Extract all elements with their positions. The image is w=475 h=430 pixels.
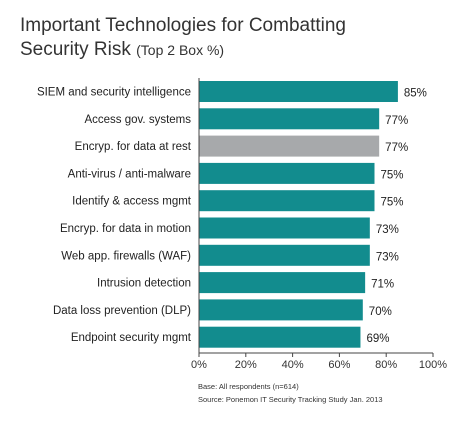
bar [199, 244, 370, 266]
bar [199, 299, 363, 321]
bar [199, 326, 361, 348]
bar [199, 162, 375, 184]
value-label: 85% [404, 88, 427, 100]
value-label: 75% [381, 197, 404, 209]
bar [199, 135, 380, 157]
x-tick-label: 40% [282, 359, 304, 371]
value-label: 73% [376, 251, 399, 263]
category-label: Identify & access mgmt [72, 196, 192, 208]
value-label: 73% [376, 224, 399, 236]
category-label: Encryp. for data at rest [75, 141, 192, 153]
x-tick-label: 80% [375, 359, 397, 371]
bar [199, 272, 366, 294]
bar [199, 108, 380, 130]
bar [199, 190, 375, 212]
chart-title-line2: Security Risk (Top 2 Box %) [20, 38, 346, 62]
footnote-base: Base: All respondents (n=614) [198, 382, 299, 391]
chart-title: Important Technologies for Combatting Se… [20, 14, 346, 62]
bar [199, 81, 398, 102]
value-label: 70% [369, 306, 392, 318]
bar [199, 217, 370, 239]
chart-title-line2-main: Security Risk [20, 39, 131, 60]
value-label: 77% [385, 115, 408, 127]
category-label: SIEM and security intelligence [37, 87, 191, 99]
value-label: 69% [366, 333, 389, 345]
category-label: Web app. firewalls (WAF) [61, 250, 191, 262]
category-label: Endpoint security mgmt [71, 332, 192, 344]
value-label: 75% [381, 169, 404, 181]
x-tick-label: 60% [328, 359, 350, 371]
category-label: Data loss prevention (DLP) [53, 305, 191, 317]
category-label: Access gov. systems [84, 114, 191, 126]
x-tick-label: 0% [191, 359, 207, 371]
category-label: Anti-virus / anti-malware [68, 168, 191, 180]
value-label: 71% [371, 279, 394, 291]
category-label: Intrusion detection [97, 278, 191, 290]
x-tick-label: 20% [235, 359, 257, 371]
category-label: Encryp. for data in motion [60, 223, 191, 235]
chart-title-suffix: (Top 2 Box %) [136, 42, 225, 58]
x-tick-label: 100% [419, 359, 447, 371]
chart-title-line1: Important Technologies for Combatting [20, 15, 346, 36]
value-label: 77% [385, 142, 408, 154]
bar-chart: SIEM and security intelligence 85% Access … [37, 78, 447, 371]
footnote-source: Source: Ponemon IT Security Tracking Stu… [198, 395, 383, 404]
